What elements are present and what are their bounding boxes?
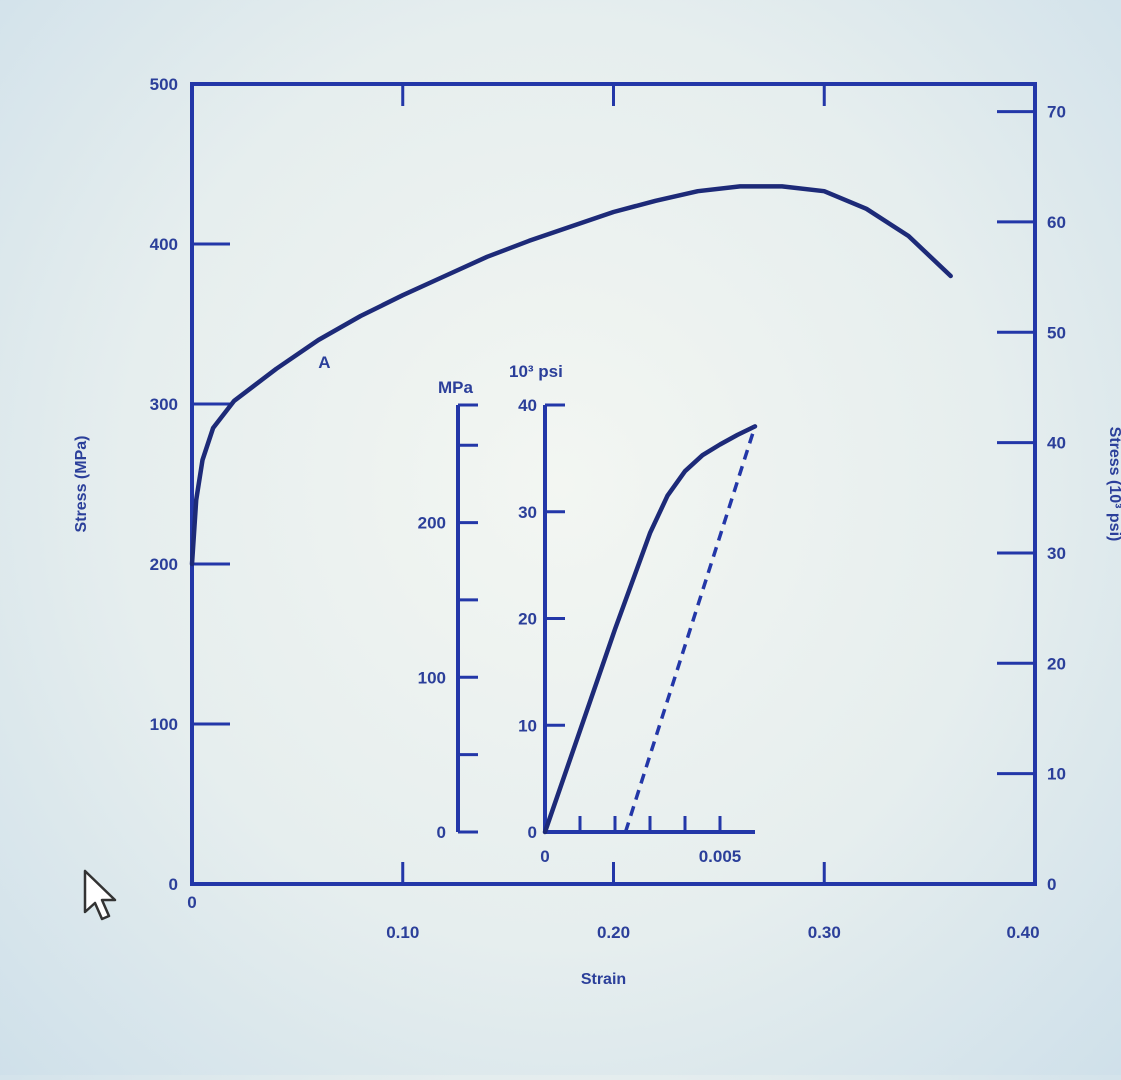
stress-strain-curve: [189, 184, 953, 567]
x-tick-label: 0.30: [808, 923, 841, 942]
inset-y-unit-label: 10³ psi: [509, 362, 563, 381]
mouse-pointer-icon: [82, 868, 120, 929]
x-tick-label: 0.40: [1006, 923, 1039, 942]
y2-tick-label: 50: [1047, 323, 1066, 342]
inset-mpa-unit-label: MPa: [438, 378, 474, 397]
inset-y-tick-label: 20: [518, 610, 537, 629]
inset-mpa-tick-label: 0: [437, 823, 446, 842]
y-axis-title: Stress (MPa): [73, 436, 90, 533]
x-tick-label: 0: [187, 893, 196, 912]
x-tick-label: 0.10: [386, 923, 419, 942]
y2-tick-label: 70: [1047, 103, 1066, 122]
y2-tick-label: 40: [1047, 434, 1066, 453]
y-tick-label: 500: [150, 75, 178, 94]
inset-x-tick-label: 0.005: [699, 847, 742, 866]
inset-y-tick-label: 30: [518, 503, 537, 522]
inset-y-tick-label: 0: [528, 823, 537, 842]
y2-tick-label: 30: [1047, 544, 1066, 563]
y-tick-label: 100: [150, 715, 178, 734]
inset-loading-curve: [542, 424, 758, 835]
x-tick-label: 0.20: [597, 923, 630, 942]
point-annotation: A: [318, 353, 330, 372]
y-tick-label: 300: [150, 395, 178, 414]
inset-mpa-tick-label: 200: [418, 514, 446, 533]
y2-tick-label: 60: [1047, 213, 1066, 232]
y2-tick-label: 0: [1047, 875, 1056, 894]
y2-tick-label: 10: [1047, 765, 1066, 784]
y-tick-label: 400: [150, 235, 178, 254]
y-tick-label: 0: [169, 875, 178, 894]
x-axis-title: Strain: [581, 971, 626, 988]
y2-axis-title: Stress (10³ psi): [1106, 427, 1121, 542]
plot-frame: [190, 82, 1037, 886]
y-tick-label: 200: [150, 555, 178, 574]
inset-x-tick-label: 0: [540, 847, 549, 866]
inset-unloading-line: [623, 425, 757, 833]
inset-y-tick-label: 10: [518, 716, 537, 735]
y2-tick-label: 20: [1047, 654, 1066, 673]
inset-y-tick-label: 40: [518, 396, 537, 415]
inset-mpa-tick-label: 100: [418, 668, 446, 687]
